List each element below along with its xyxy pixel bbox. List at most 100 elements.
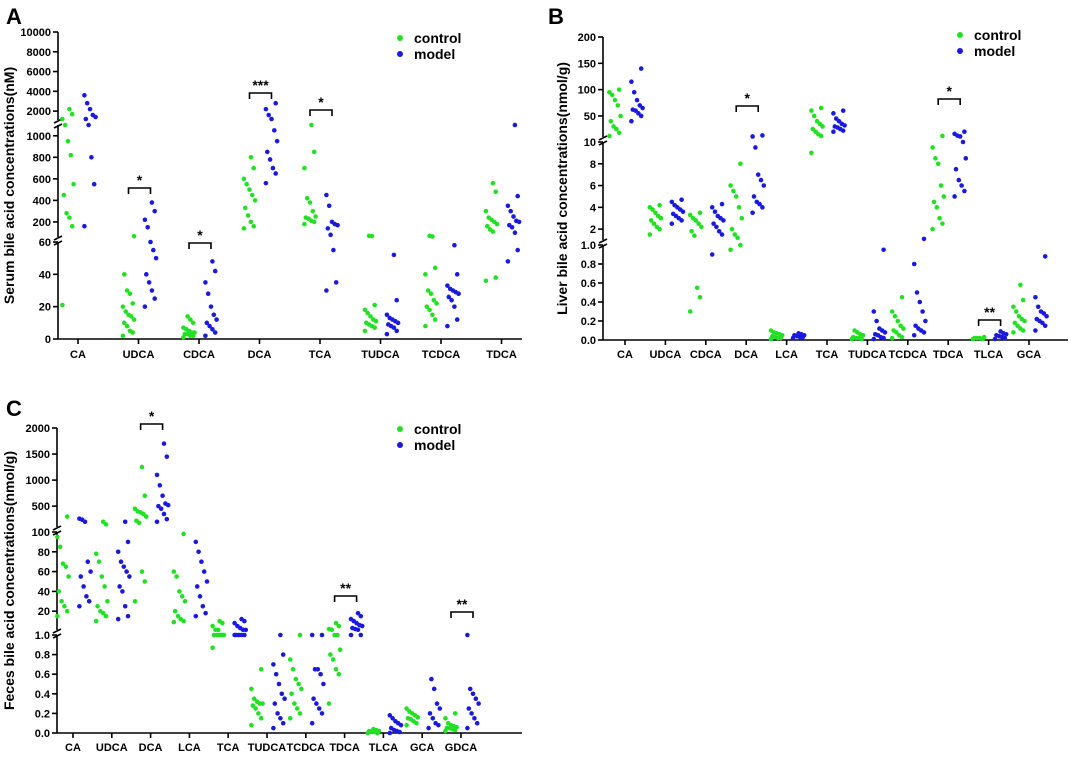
x-tick-label: CDCA (183, 349, 215, 361)
x-tick-label: GCA (410, 742, 435, 754)
point-model-TCA (239, 616, 244, 622)
point-control-CA (618, 113, 623, 119)
point-model-GCA (433, 720, 438, 726)
y-axis-label: Liver bile acid concentrations(nmol/g) (554, 62, 570, 315)
point-model-GCA (427, 711, 433, 716)
point-model-TCA (840, 108, 846, 113)
significance-label: * (137, 172, 143, 188)
point-model-CA (86, 122, 91, 128)
point-control-CA (57, 544, 63, 550)
point-control-DCA (248, 155, 254, 160)
legend-marker-model (957, 48, 963, 54)
point-control-LCA (768, 328, 774, 333)
x-tick-label: CDCA (690, 349, 722, 361)
point-control-TDCA (336, 623, 342, 629)
significance-bracket (248, 92, 273, 99)
point-control-TUDCA (372, 302, 378, 308)
point-model-TCDCA (913, 323, 918, 329)
point-model-CDCA (715, 213, 721, 219)
point-control-GDCA (444, 725, 450, 731)
point-model-TUDCA (282, 696, 287, 701)
point-model-TLCA (387, 713, 393, 718)
point-control-UDCA (93, 551, 99, 557)
point-model-CDCA (711, 221, 716, 226)
point-model-GCA (1033, 328, 1038, 333)
point-control-TCDCA (432, 265, 438, 271)
point-control-UDCA (95, 603, 100, 609)
point-model-TUDCA (275, 711, 280, 716)
point-model-TCDCA (914, 290, 920, 295)
point-model-TDCA (956, 177, 962, 183)
point-model-GCA (1038, 309, 1044, 314)
point-model-TCA (831, 111, 836, 116)
point-model-CDCA (205, 291, 211, 297)
point-model-GCA (434, 701, 440, 706)
point-model-TCDCA (917, 299, 923, 305)
point-control-TUDCA (256, 711, 261, 716)
y-tick-label: 6 (590, 181, 596, 193)
point-model-DCA (269, 116, 274, 122)
x-tick-label: DCA (734, 349, 758, 361)
point-control-UDCA (124, 323, 130, 329)
point-control-UDCA (122, 320, 127, 326)
point-model-TCDCA (314, 701, 319, 706)
point-control-TCA (818, 105, 824, 111)
point-model-CDCA (203, 280, 208, 285)
point-model-UDCA (115, 549, 121, 555)
point-model-TCDCA (316, 706, 322, 711)
y-tick-label: 0.0 (35, 728, 50, 740)
point-model-CA (88, 569, 93, 574)
point-control-UDCA (103, 613, 109, 619)
point-model-TDCA (962, 188, 967, 194)
point-control-DCA (132, 506, 138, 512)
point-model-TDCA (963, 156, 969, 161)
x-tick-label: GCA (1017, 349, 1042, 361)
point-control-UDCA (131, 317, 137, 322)
point-control-TCDCA (423, 272, 428, 277)
x-tick-label: TCA (217, 742, 240, 754)
significance-bracket (127, 187, 152, 194)
point-control-GCA (405, 716, 411, 721)
point-control-DCA (728, 247, 733, 253)
point-control-CA (608, 118, 614, 124)
point-control-TDCA (333, 620, 339, 626)
point-control-TCDCA (889, 335, 895, 341)
axis-break (53, 123, 63, 129)
legend-marker-control (957, 32, 963, 38)
panel-B: B Liver bile acid concentrations(nmol/g) 0… (548, 4, 1068, 361)
point-control-TUDCA (366, 233, 372, 239)
point-model-TCDCA (319, 711, 325, 716)
point-control-GCA (1012, 320, 1018, 326)
point-model-DCA (263, 180, 269, 186)
point-model-UDCA (142, 217, 148, 223)
point-control-TCA (311, 149, 317, 155)
point-model-DCA (164, 454, 170, 459)
point-model-TCDCA (923, 318, 928, 324)
point-model-LCA (792, 332, 797, 338)
point-control-TDCA (487, 227, 493, 232)
point-model-LCA (196, 549, 201, 555)
point-control-UDCA (126, 312, 131, 318)
point-model-TUDCA (278, 716, 283, 721)
x-tick-label: TLCA (369, 742, 398, 754)
point-model-TCDCA (449, 297, 454, 303)
x-tick-label: TDCA (933, 349, 964, 361)
point-control-CA (611, 124, 616, 129)
point-model-TUDCA (394, 297, 400, 303)
point-model-TUDCA (872, 332, 878, 337)
point-control-DCA (738, 161, 743, 167)
point-model-CDCA (212, 330, 218, 335)
point-model-DCA (272, 128, 277, 133)
point-model-TCDCA (318, 671, 323, 677)
x-tick-label: TCDCA (422, 349, 461, 361)
point-model-TCA (324, 192, 329, 198)
point-model-LCA (193, 539, 199, 545)
y-tick-label: 0.8 (35, 650, 50, 662)
y-tick-label: 8000 (27, 47, 51, 59)
y-tick-label: 800 (33, 152, 51, 164)
point-control-CDCA (694, 285, 700, 291)
point-control-TCDCA (430, 312, 435, 318)
point-control-UDCA (648, 218, 654, 223)
point-control-CDCA (689, 228, 694, 234)
